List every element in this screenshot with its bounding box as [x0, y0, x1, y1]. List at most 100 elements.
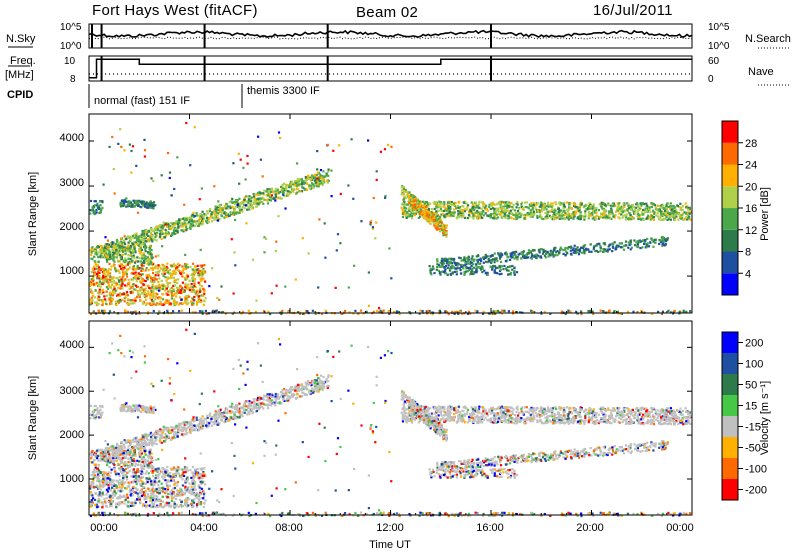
power-echo-4557	[213, 185, 216, 188]
power-echo-655	[175, 295, 178, 298]
freq-label-line2: [MHz]	[5, 69, 34, 81]
power-echo-1873	[322, 181, 325, 184]
power-echo-240	[166, 285, 170, 288]
power-echo-1890	[131, 234, 134, 237]
power-echo-3926	[549, 251, 552, 254]
power-echo-3948	[619, 246, 622, 249]
power-echo-3723	[603, 243, 607, 246]
power-echo-3292	[649, 215, 652, 218]
power-echo-572	[200, 265, 203, 268]
power-echo-3215	[516, 215, 519, 218]
power-echo-787	[175, 268, 178, 271]
power-echo-3305	[583, 205, 586, 208]
power-echo-3370	[670, 205, 673, 208]
power-echo-1726	[192, 224, 195, 227]
power-echo-1025	[139, 247, 142, 250]
power-echo-269	[196, 290, 199, 293]
power-echo-3123	[578, 209, 581, 212]
power-echo-4257	[132, 311, 135, 314]
power-echo-3771	[455, 262, 458, 265]
power-echo-2180	[451, 203, 454, 206]
power-echo-3134	[480, 212, 483, 215]
velocity-echo-117	[92, 497, 95, 500]
power-echo-4488	[238, 182, 241, 185]
power-echo-3185	[639, 202, 642, 205]
power-echo-785	[177, 269, 180, 272]
power-echo-784	[201, 271, 204, 274]
power-echo-674	[181, 281, 184, 284]
power-echo-2855	[628, 207, 631, 210]
power-echo-3025	[459, 209, 462, 212]
power-echo-3274	[662, 204, 665, 207]
power-echo-4546	[375, 221, 378, 224]
power-echo-2736	[583, 218, 586, 221]
power-echo-894	[157, 297, 160, 300]
power-echo-4629	[277, 215, 280, 218]
power-echo-2930	[659, 218, 662, 221]
power-echo-4624	[172, 271, 175, 274]
power-echo-2293	[536, 202, 539, 205]
power-echo-4575	[347, 286, 350, 289]
power-echo-3577	[412, 195, 415, 198]
power-echo-2869	[665, 210, 668, 213]
power-echo-4046	[627, 241, 630, 244]
power-echo-3601	[436, 221, 439, 224]
power-echo-704	[173, 284, 177, 287]
power-echo-4118	[489, 265, 492, 268]
power-echo-4078	[538, 256, 541, 259]
power-echo-1777	[150, 238, 153, 241]
power-echo-4235	[431, 312, 434, 316]
power-echo-1066	[129, 262, 132, 265]
velocity-echo-8	[186, 505, 189, 508]
power-echo-137	[143, 279, 146, 282]
power-echo-799	[150, 303, 153, 306]
power-echo-755	[177, 287, 180, 290]
power-echo-3331	[688, 212, 691, 215]
power-echo-3928	[505, 252, 508, 255]
power-echo-1698	[159, 224, 162, 227]
power-echo-2708	[625, 216, 628, 219]
power-echo-48	[167, 269, 170, 272]
power-echo-2010	[323, 175, 326, 178]
power-echo-1823	[152, 237, 155, 241]
power-echo-2849	[574, 210, 577, 213]
power-echo-3854	[640, 240, 643, 243]
power-echo-4386	[248, 312, 251, 315]
power-echo-2995	[640, 204, 643, 207]
power-echo-2237	[466, 216, 469, 220]
power-echo-1669	[130, 236, 133, 239]
power-echo-697	[123, 284, 127, 287]
power-echo-2008	[154, 232, 157, 235]
power-echo-3633	[435, 219, 438, 222]
velocity-echo-22	[126, 493, 129, 496]
power-echo-4511	[193, 214, 197, 218]
power-echo-595	[92, 283, 95, 286]
power-echo-829	[98, 290, 101, 293]
power-echo-4547	[384, 196, 387, 199]
power-echo-4498	[352, 197, 355, 200]
power-echo-4522	[374, 237, 377, 240]
power-echo-3360	[636, 209, 639, 212]
power-echo-3535	[434, 220, 437, 223]
power-echo-3970	[482, 261, 485, 264]
power-echo-55	[203, 264, 206, 267]
power-echo-1703	[146, 231, 149, 234]
power-echo-4163	[471, 267, 474, 270]
power-echo-4416	[474, 309, 477, 312]
power-echo-467	[131, 268, 134, 271]
power-echo-514	[114, 270, 118, 273]
power-echo-2487	[543, 206, 546, 209]
power-echo-3994	[479, 259, 483, 262]
power-echo-774	[202, 269, 205, 272]
power-echo-1517	[287, 190, 291, 193]
power-echo-1750	[215, 209, 218, 213]
power-echo-4620	[157, 289, 161, 292]
power-echo-3243	[679, 215, 682, 218]
power-echo-796	[95, 283, 98, 286]
power-echo-3113	[635, 203, 638, 206]
power-echo-726	[128, 281, 131, 284]
power-echo-1622	[291, 180, 294, 183]
velocity-echo-154	[187, 486, 190, 489]
power-echo-1509	[112, 243, 115, 247]
velocity-echo-105	[190, 476, 193, 479]
